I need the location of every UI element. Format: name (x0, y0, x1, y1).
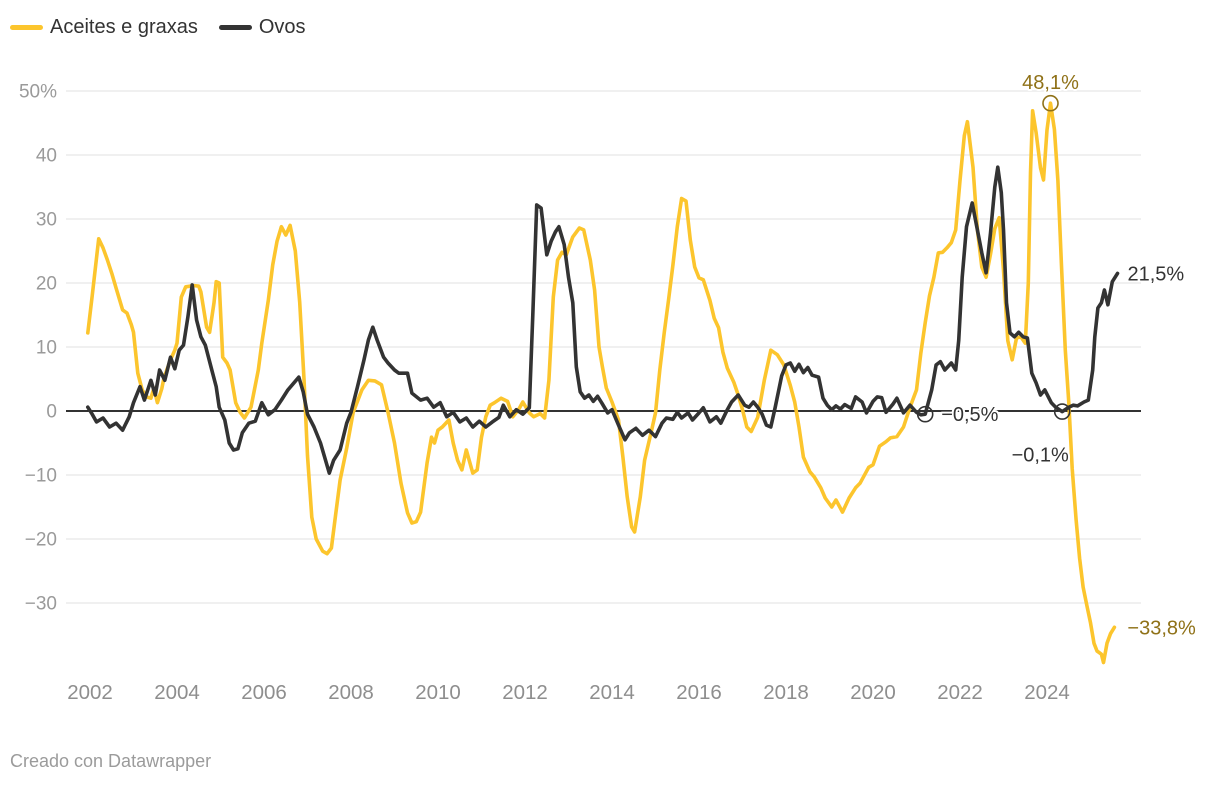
y-tick-label: 30 (36, 210, 57, 231)
y-tick-label: 40 (36, 146, 57, 167)
y-tick-label: −30 (25, 594, 57, 615)
y-tick-label: −20 (25, 530, 57, 551)
series-line-aceites (86, 101, 1117, 665)
x-tick-label: 2012 (502, 681, 548, 704)
legend-item-ovos: Ovos (218, 16, 306, 39)
x-tick-label: 2018 (763, 681, 809, 704)
x-tick-label: 2014 (589, 681, 635, 704)
x-tick-label: 2010 (415, 681, 461, 704)
y-tick-label: 0 (46, 402, 57, 423)
legend: Aceites e graxas Ovos (10, 16, 306, 39)
legend-item-aceites: Aceites e graxas (10, 16, 198, 39)
legend-swatch-aceites-icon (10, 25, 43, 30)
series-line-ovos (86, 165, 1120, 475)
annotation-label: 48,1% (1022, 72, 1079, 94)
annotation-marker-icon (1042, 94, 1059, 112)
annotation-label: −0,1% (1012, 445, 1069, 467)
annotation-label: −33,8% (1127, 617, 1196, 639)
annotation-label: 21,5% (1128, 263, 1185, 285)
legend-swatch-ovos-icon (218, 25, 252, 30)
credit-line: Creado con Datawrapper (10, 751, 211, 772)
annotation-label: −0,5% (941, 404, 998, 426)
x-tick-label: 2016 (676, 681, 722, 704)
y-tick-label: 50% (19, 82, 57, 103)
x-tick-label: 2020 (850, 681, 896, 704)
x-tick-label: 2024 (1024, 681, 1070, 704)
x-tick-label: 2004 (154, 681, 200, 704)
annotation-marker-icon (1053, 403, 1071, 420)
y-tick-label: 20 (36, 274, 57, 295)
annotation-marker-icon (916, 405, 934, 423)
y-tick-label: −10 (25, 466, 57, 487)
x-tick-label: 2022 (937, 681, 983, 704)
x-tick-label: 2006 (241, 681, 287, 704)
x-tick-label: 2008 (328, 681, 374, 704)
credit-text: Creado con Datawrapper (10, 751, 212, 771)
y-tick-label: 10 (36, 338, 57, 359)
x-tick-label: 2002 (67, 681, 113, 704)
legend-label-aceites: Aceites e graxas (50, 16, 198, 38)
legend-label-ovos: Ovos (258, 16, 306, 38)
